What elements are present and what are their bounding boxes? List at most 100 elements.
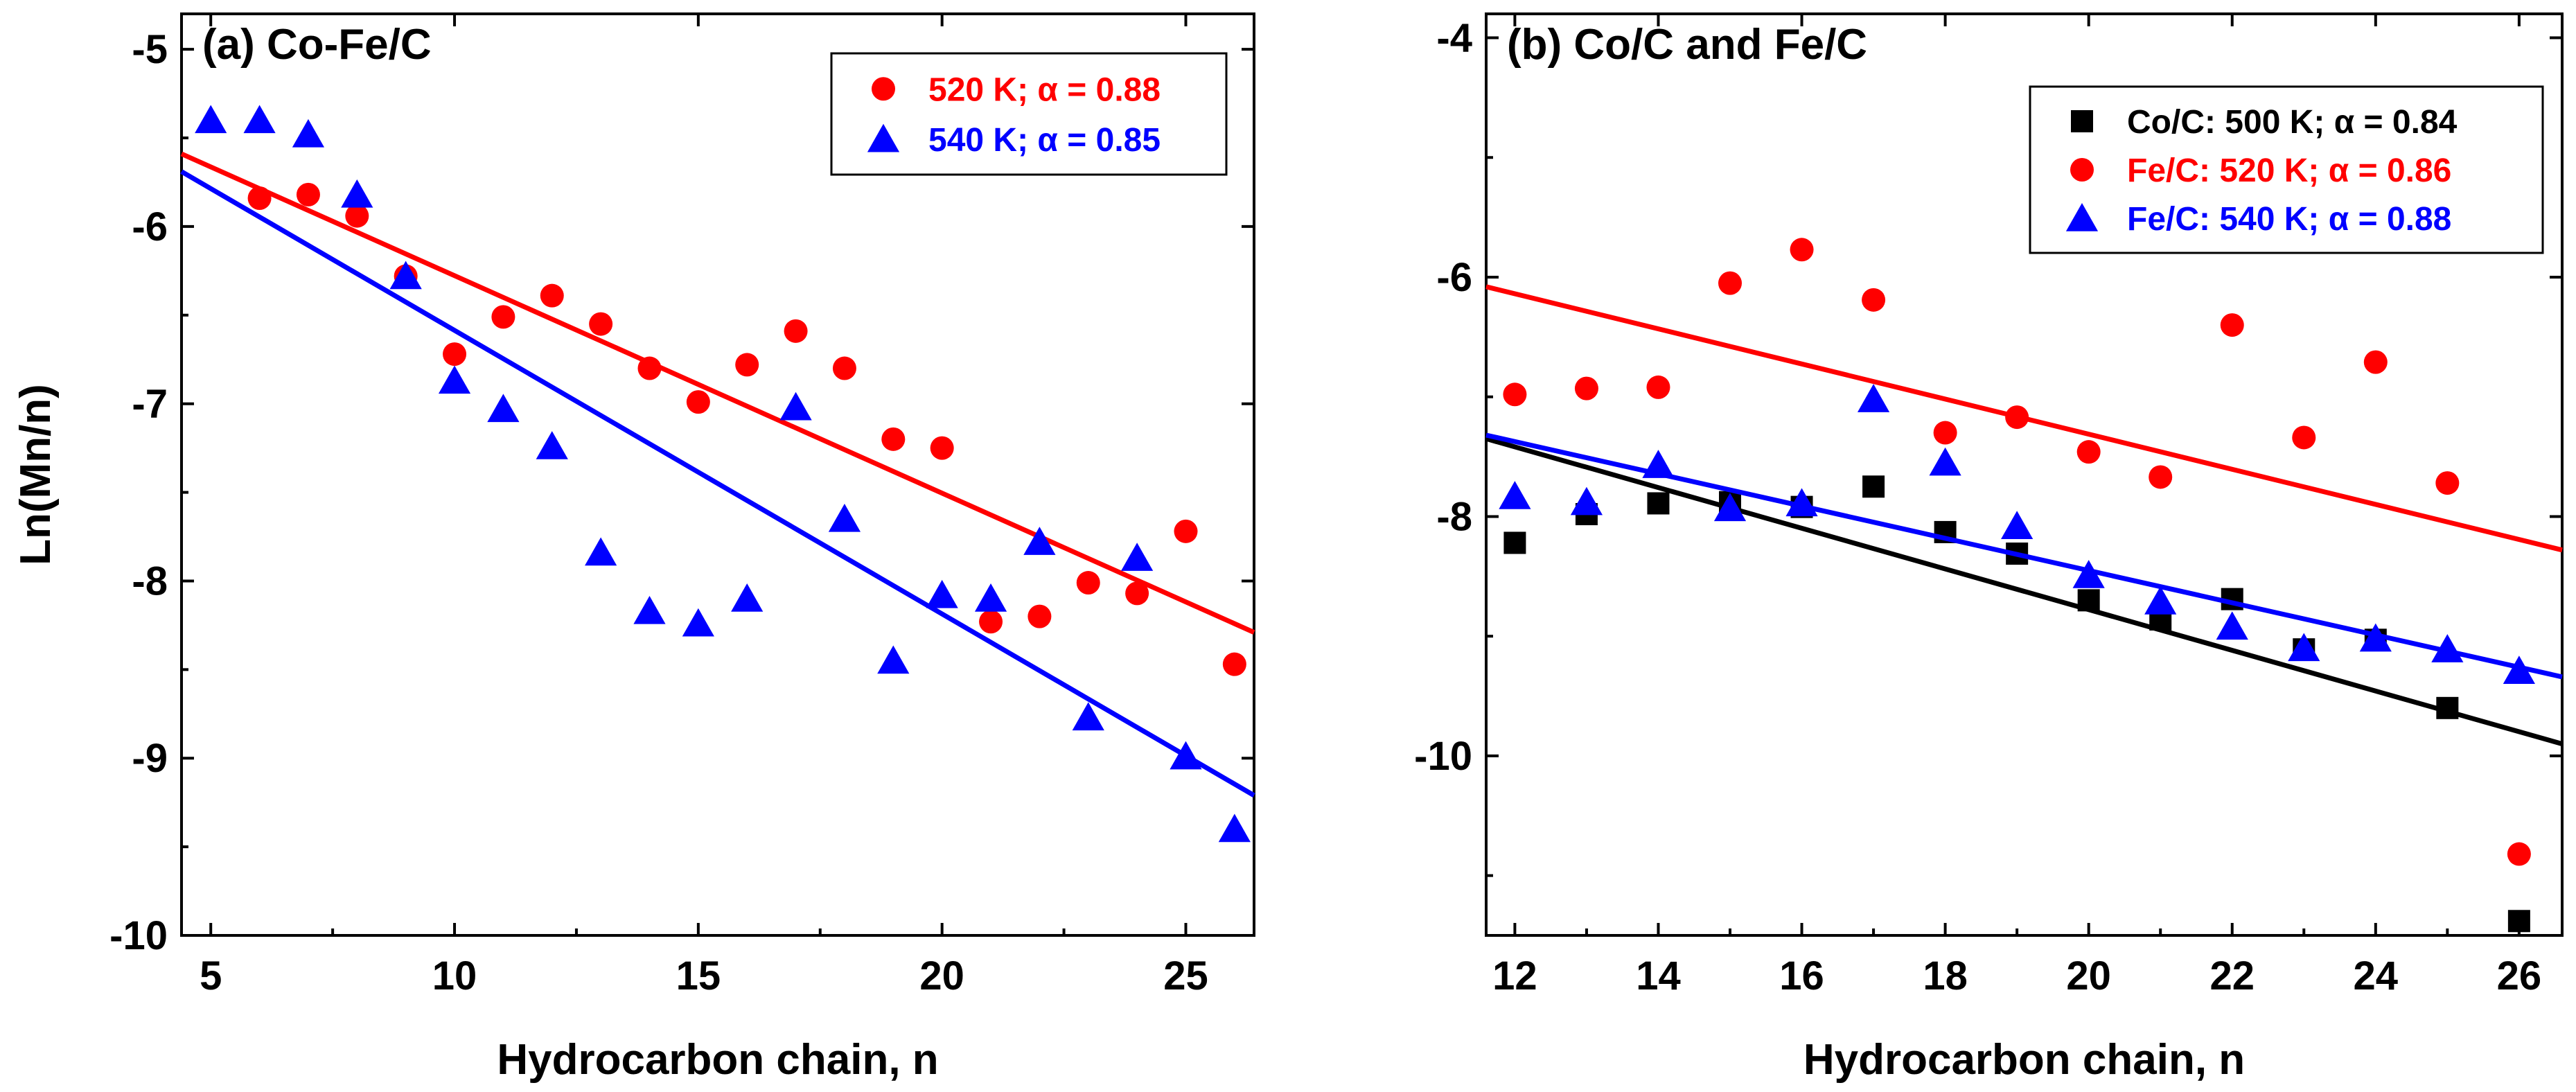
data-point [637,356,662,380]
data-point [779,391,812,421]
data-point [686,390,710,414]
legend-marker [2071,110,2093,132]
data-point [735,353,759,377]
y-tick-label: -6 [1436,255,1472,300]
data-point [1218,813,1251,843]
data-point [341,179,373,208]
x-tick-label: 20 [2066,953,2111,998]
data-point [2149,465,2173,489]
data-point [345,204,369,228]
data-point [682,608,714,637]
x-tick-label: 24 [2354,953,2399,998]
x-tick-label: 25 [1163,953,1208,998]
data-point [1933,421,1957,445]
data-point [2436,696,2459,719]
data-point [2503,655,2535,684]
data-point [1125,581,1149,606]
series-1 [1485,238,2563,866]
data-point [589,312,613,336]
series-0 [180,151,1255,676]
x-axis-label: Hydrocarbon chain, n [497,1036,938,1084]
x-tick-label: 22 [2209,953,2255,998]
data-point [2435,471,2460,495]
data-point [2005,405,2029,430]
y-tick-label: -10 [1414,734,1472,779]
data-point [536,431,568,459]
data-point [2507,842,2531,866]
data-point [443,342,467,367]
panel-title: (a) Co-Fe/C [202,21,432,69]
data-point [1023,527,1056,555]
data-point [2292,425,2316,450]
panel-title: (b) Co/C and Fe/C [1507,21,1867,69]
data-point [1072,702,1104,731]
data-point [2288,633,2320,662]
data-point [881,427,906,451]
y-tick-label: -6 [132,204,168,249]
data-point [633,595,666,624]
data-point [1121,543,1154,571]
legend-marker [2070,158,2094,182]
data-point [832,356,856,380]
y-tick-label: -8 [1436,494,1472,539]
data-point [1790,238,1814,262]
fit-line [180,169,1255,798]
plot-frame [1485,12,2564,937]
data-point [1785,488,1818,517]
x-axis-label: Hydrocarbon chain, n [1803,1036,2245,1084]
data-point [2001,511,2034,539]
data-point [1222,652,1246,676]
data-point [1862,288,1886,312]
y-tick-label: -7 [132,382,168,427]
data-point [2077,589,2100,612]
data-point [438,365,471,394]
data-point [2076,440,2101,464]
data-point [296,182,320,206]
legend-label: Fe/C: 520 K; α = 0.86 [2127,152,2451,189]
series-2 [1485,384,2563,684]
data-point [1503,531,1526,554]
y-axis-label: Ln(Mn/n) [12,384,60,565]
legend-label: Fe/C: 540 K; α = 0.88 [2127,201,2451,238]
data-point [1862,475,1885,498]
data-point [1646,375,1670,399]
data-point [1857,384,1890,412]
data-point [1174,519,1198,543]
data-point [828,503,861,532]
panel-b-chart: (b) Co/C and Fe/C 12 14 16 18 20 22 24 26 -10 -8 -6… [1414,12,2564,1084]
data-point [1499,481,1531,509]
data-point [877,645,910,674]
x-tick-label: 5 [200,953,222,998]
data-point [487,394,520,423]
data-point [784,319,808,343]
legend-label: 540 K; α = 0.85 [928,122,1161,159]
data-point [930,436,954,460]
data-point [389,261,422,290]
data-point [2363,350,2388,374]
data-point [195,105,227,134]
legend-marker [872,77,895,101]
data-point [731,583,764,612]
series-1 [180,105,1255,843]
data-point [1647,492,1670,515]
y-tick-label: -8 [132,558,168,604]
x-tick-label: 16 [1779,953,1824,998]
y-tick-label: -4 [1436,16,1472,61]
data-point [979,610,1003,634]
legend-marker [2065,203,2099,231]
data-point [2507,910,2530,933]
data-point [243,105,276,134]
x-tick-label: 18 [1923,953,1968,998]
panel-a-chart: (a) Co-Fe/C 5 10 15 20 25 -10 -9 -8 -7 -6 -5 Hydroca… [109,12,1255,1084]
data-point [1713,493,1747,522]
data-point [1503,382,1527,407]
x-tick-label: 12 [1492,953,1537,998]
x-tick-label: 15 [676,953,721,998]
fit-line [1485,436,2563,747]
data-point [585,537,617,566]
legend-box [830,52,1228,176]
legend-box [2029,85,2544,254]
data-point [2431,634,2464,662]
data-point [491,305,515,329]
